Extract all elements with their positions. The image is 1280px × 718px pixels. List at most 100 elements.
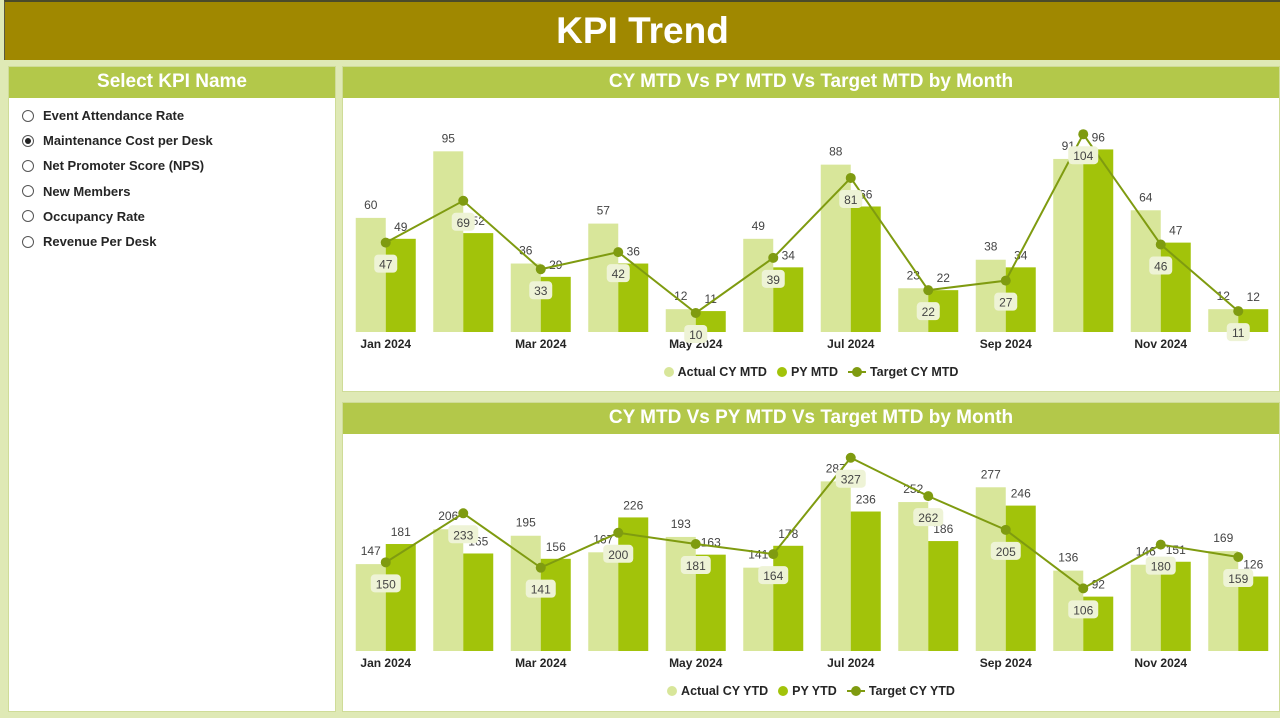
target-point[interactable] [613,527,624,538]
target-point[interactable] [380,557,391,568]
data-label-py: 11 [705,292,718,306]
target-point[interactable] [923,491,934,502]
data-label-py: 66 [859,187,873,201]
bar-actual[interactable] [355,217,386,332]
bar-py[interactable] [385,544,416,651]
bar-actual[interactable] [820,164,851,332]
slicer-option-revenue-per-desk[interactable]: Revenue Per Desk [22,229,335,254]
bar-py[interactable] [463,233,494,332]
target-point[interactable] [380,237,391,248]
legend-label: PY YTD [792,684,837,698]
bar-py[interactable] [463,553,494,651]
data-label-target: 47 [379,258,393,272]
slicer-option-label: Revenue Per Desk [43,234,157,250]
bar-actual[interactable] [975,487,1006,651]
radio-icon[interactable] [22,185,34,198]
target-point[interactable] [690,539,701,550]
legend-label: Target CY YTD [868,684,955,698]
target-point[interactable] [458,195,469,206]
data-label-target: 150 [376,577,396,591]
radio-icon[interactable] [22,210,34,223]
target-point[interactable] [923,285,934,296]
bar-actual[interactable] [898,502,929,651]
target-point[interactable] [1078,583,1089,594]
x-tick-label: Jan 2024 [360,337,411,351]
bar-py[interactable] [1005,505,1036,651]
legend-item-actual[interactable]: Actual CY MTD [663,365,767,379]
chart-legend: Actual CY YTD PY YTD Target CY YTD [343,684,1279,698]
target-point[interactable] [845,452,856,463]
target-point[interactable] [1078,129,1089,140]
data-label-py: 47 [1169,224,1183,238]
target-point[interactable] [768,549,779,560]
data-label-py: 22 [937,271,951,285]
bar-actual[interactable] [665,536,696,651]
target-point[interactable] [535,264,546,275]
target-label-bg [680,556,711,575]
bar-actual[interactable] [1208,551,1239,651]
target-point[interactable] [1155,239,1166,250]
bar-actual[interactable] [1053,158,1084,332]
bar-py[interactable] [773,545,804,651]
target-point[interactable] [1000,524,1011,535]
target-point[interactable] [690,307,701,318]
target-label-bg [1226,323,1250,342]
target-point[interactable] [1155,539,1166,550]
radio-icon[interactable] [22,235,34,248]
bar-py[interactable] [850,206,881,332]
data-label-actual: 12 [1217,289,1231,303]
data-label-target: 106 [1073,603,1093,617]
radio-checked-icon[interactable] [22,134,34,147]
x-tick-label: Nov 2024 [1134,656,1187,670]
bar-py[interactable] [540,558,571,651]
legend-item-actual[interactable]: Actual CY YTD [667,684,768,698]
data-label-target: 180 [1151,560,1171,574]
legend-dot-icon [663,367,674,377]
data-label-target: 10 [689,328,703,342]
target-point[interactable] [1233,306,1244,317]
bar-py[interactable] [1160,242,1191,332]
target-point[interactable] [845,172,856,183]
target-point[interactable] [613,247,624,258]
radio-icon[interactable] [22,109,34,122]
slicer-option-label: Maintenance Cost per Desk [43,133,213,149]
bar-py[interactable] [850,511,881,651]
bar-py[interactable] [1160,561,1191,651]
target-point[interactable] [1233,552,1244,563]
slicer-option-net-promoter-score[interactable]: Net Promoter Score (NPS) [22,153,335,178]
data-label-target: 69 [457,216,471,230]
slicer-option-event-attendance-rate[interactable]: Event Attendance Rate [22,103,335,128]
slicer-option-new-members[interactable]: New Members [22,179,335,204]
radio-icon[interactable] [22,159,34,172]
bar-py[interactable] [1238,576,1269,651]
data-label-actual: 136 [1058,551,1078,565]
bar-actual[interactable] [433,151,464,332]
data-label-target: 81 [844,193,858,207]
bar-actual[interactable] [1130,564,1161,651]
target-point[interactable] [458,508,469,519]
data-label-py: 34 [782,248,796,262]
bar-actual[interactable] [588,552,619,651]
target-label-bg [916,302,940,321]
target-point[interactable] [535,562,546,573]
bar-actual[interactable] [433,529,464,651]
slicer-option-maintenance-cost-per-desk[interactable]: Maintenance Cost per Desk [22,128,335,153]
data-label-py: 12 [1247,290,1261,304]
mtd-chart-panel: CY MTD Vs PY MTD Vs Target MTD by Month … [342,66,1280,392]
legend-item-py[interactable]: PY MTD [776,365,838,379]
bar-py[interactable] [928,541,959,651]
data-label-target: 141 [531,583,551,597]
target-label-bg [603,544,634,563]
bar-py[interactable] [1083,149,1114,332]
data-label-actual: 193 [671,517,691,531]
data-label-py: 96 [1092,130,1106,144]
target-point[interactable] [768,252,779,263]
bar-actual[interactable] [820,481,851,651]
bar-py[interactable] [618,517,649,651]
target-point[interactable] [1000,275,1011,286]
legend-item-py[interactable]: PY YTD [778,684,837,698]
bar-py[interactable] [385,238,416,332]
slicer-option-occupancy-rate[interactable]: Occupancy Rate [22,204,335,229]
legend-item-target[interactable]: Target CY YTD [846,684,955,698]
legend-item-target[interactable]: Target CY MTD [847,365,958,379]
